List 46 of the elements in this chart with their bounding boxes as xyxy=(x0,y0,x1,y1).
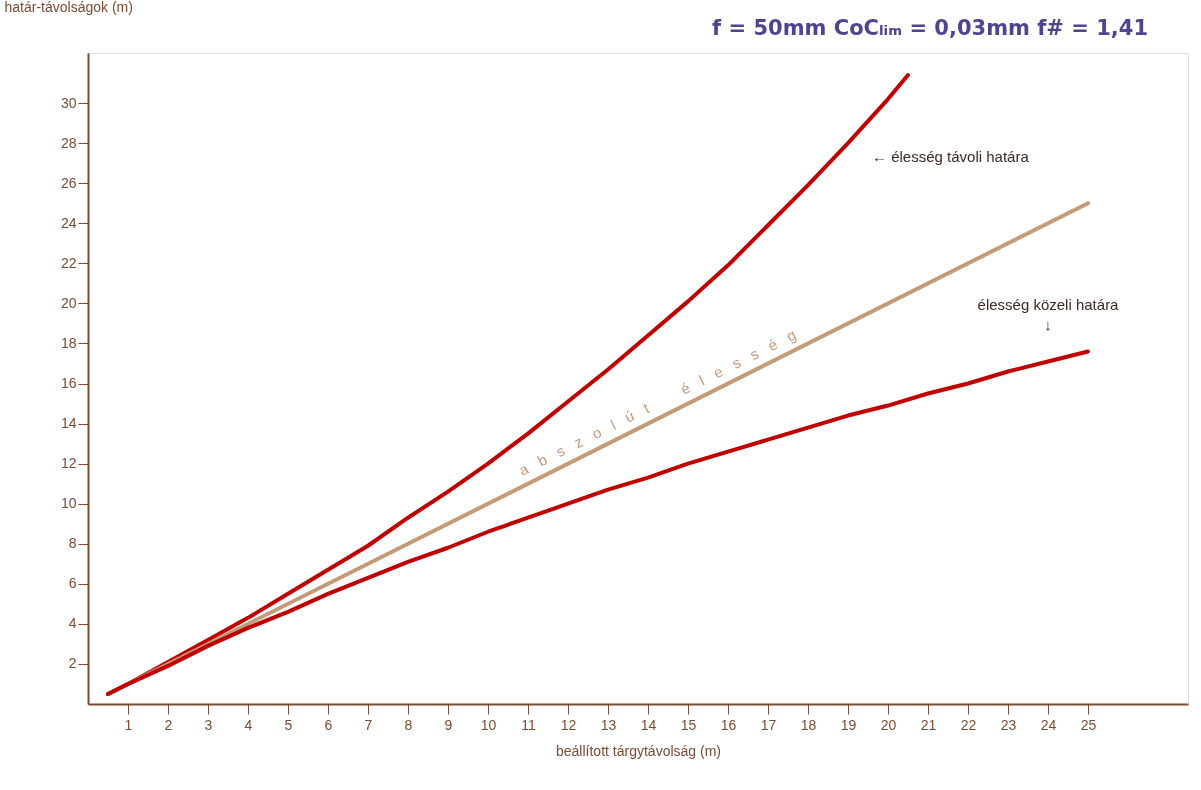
y-tick-label: 10 xyxy=(60,495,77,512)
x-tick-label: 23 xyxy=(1000,716,1017,733)
x-tick-label: 19 xyxy=(840,716,857,733)
annotation: élesség közeli határa ↓ xyxy=(977,296,1120,334)
x-tick-label: 9 xyxy=(444,716,453,733)
y-tick-label: 24 xyxy=(60,214,77,231)
y-tick-label: 28 xyxy=(60,134,77,151)
x-tick-label: 20 xyxy=(880,716,897,733)
x-tick-label: 12 xyxy=(560,716,577,733)
x-tick-label: 22 xyxy=(960,716,977,733)
x-tick-label: 10 xyxy=(480,716,497,733)
x-axis-title: beállított tárgytávolság (m) xyxy=(556,742,721,759)
x-tick-label: 8 xyxy=(404,716,413,733)
y-tick-label: 22 xyxy=(60,254,77,271)
annotation: a b s z o l ú t é l e s s é g xyxy=(515,325,799,479)
y-tick-label: 18 xyxy=(60,334,77,351)
y-tick-label: 14 xyxy=(60,415,77,432)
x-tick-label: 15 xyxy=(680,716,697,733)
x-tick-label: 16 xyxy=(720,716,737,733)
y-tick-label: 4 xyxy=(68,615,77,632)
x-tick-label: 5 xyxy=(284,716,293,733)
x-tick-label: 13 xyxy=(600,716,617,733)
y-tick-label: 26 xyxy=(60,174,77,191)
y-tick-label: 8 xyxy=(68,535,77,552)
x-tick-label: 25 xyxy=(1080,716,1097,733)
y-axis-title: határ-távolságok (m) xyxy=(4,0,133,15)
x-tick-label: 3 xyxy=(204,716,213,733)
y-tick-label: 12 xyxy=(60,455,77,472)
annotation: ← élesség távoli határa xyxy=(872,148,1030,166)
x-tick-label: 18 xyxy=(800,716,817,733)
x-tick-label: 7 xyxy=(364,716,373,733)
x-tick-label: 21 xyxy=(920,716,937,733)
y-tick-label: 6 xyxy=(68,575,77,592)
x-tick-label: 2 xyxy=(164,716,173,733)
x-tick-label: 1 xyxy=(124,716,133,733)
chart-title: f = 50mm CoCₗᵢₘ = 0,03mm f# = 1,41 xyxy=(712,16,1148,40)
x-tick-label: 24 xyxy=(1040,716,1057,733)
x-tick-label: 6 xyxy=(324,716,333,733)
y-tick-label: 16 xyxy=(60,375,77,392)
x-tick-label: 14 xyxy=(640,716,657,733)
x-tick-label: 11 xyxy=(521,716,536,733)
x-tick-label: 4 xyxy=(244,716,253,733)
y-tick-label: 20 xyxy=(60,294,77,311)
x-tick-label: 17 xyxy=(760,716,777,733)
y-tick-label: 2 xyxy=(68,655,77,672)
y-tick-label: 30 xyxy=(60,94,77,111)
